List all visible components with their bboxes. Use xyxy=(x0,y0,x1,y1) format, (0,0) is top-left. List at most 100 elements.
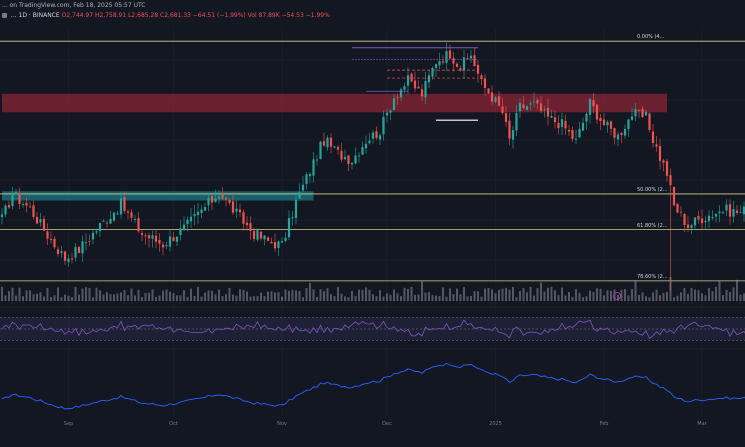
fib-level-label-0: 0.00% (4... xyxy=(637,34,665,41)
volume-bar xyxy=(4,295,7,301)
candle-body xyxy=(91,232,95,240)
candle-body xyxy=(641,108,644,117)
volume-bar xyxy=(81,288,84,301)
x-tick-label: Mar xyxy=(697,421,707,427)
volume-bar xyxy=(463,287,465,301)
volume-bar xyxy=(53,295,56,301)
candle-body xyxy=(182,224,186,230)
candle-body xyxy=(109,218,112,224)
candle-body xyxy=(126,211,130,213)
volume-bar xyxy=(701,293,703,301)
volume-bar xyxy=(715,286,717,301)
volume-bar xyxy=(162,290,164,301)
volume-bar xyxy=(512,286,514,301)
volume-bar xyxy=(634,279,637,301)
candle-body xyxy=(651,131,655,143)
volume-bar xyxy=(32,294,35,301)
volume-bar xyxy=(288,290,290,301)
candle-body xyxy=(284,237,287,241)
volume-bar xyxy=(123,289,126,301)
candle-body xyxy=(266,237,270,241)
candle-body xyxy=(119,198,123,215)
volume-bar xyxy=(351,291,353,301)
volume-bar xyxy=(148,292,150,301)
candle-body xyxy=(210,196,214,203)
candle-body xyxy=(224,198,228,200)
volume-bar xyxy=(613,289,616,301)
volume-bar xyxy=(298,291,301,301)
volume-bar xyxy=(480,296,483,301)
x-tick-label: 2025 xyxy=(489,421,502,427)
candle-body xyxy=(368,140,371,144)
volume-bar xyxy=(281,296,283,301)
volume-bar xyxy=(722,295,724,301)
candle-body xyxy=(469,55,473,59)
volume-bar xyxy=(218,289,220,301)
candle-body xyxy=(221,194,224,199)
candle-body xyxy=(683,214,686,226)
fib-level-label-2: 61.80% (2... xyxy=(637,222,668,229)
candle-body xyxy=(305,174,308,184)
volume-bar xyxy=(316,296,318,301)
candle-body xyxy=(385,112,389,116)
candle-body xyxy=(235,208,238,212)
volume-bar xyxy=(540,282,542,301)
candle-body xyxy=(165,245,168,247)
candle-body xyxy=(35,216,39,224)
volume-bar xyxy=(263,296,266,301)
volume-bar xyxy=(533,295,535,301)
candle-body xyxy=(123,197,126,211)
candle-body xyxy=(662,160,665,163)
candle-body xyxy=(130,212,133,218)
volume-bar xyxy=(393,289,395,301)
candle-body xyxy=(81,241,84,254)
volume-bar xyxy=(295,290,297,301)
fib-levels xyxy=(0,40,745,282)
candle-body xyxy=(543,109,546,110)
volume-bar xyxy=(151,289,154,301)
candle-body xyxy=(602,119,606,126)
candle-body xyxy=(690,225,693,228)
x-tick-label: Nov xyxy=(277,421,287,427)
candle-body xyxy=(67,258,70,263)
candle-body xyxy=(39,219,42,223)
candle-body xyxy=(406,75,410,86)
volume-bar xyxy=(550,286,553,301)
candle-body xyxy=(487,88,490,94)
candle-body xyxy=(298,192,301,199)
candle-body xyxy=(242,212,245,224)
candles xyxy=(0,42,745,292)
candle-body xyxy=(273,242,277,249)
candle-body xyxy=(207,197,210,206)
volume-bar xyxy=(519,291,521,301)
candle-body xyxy=(277,241,280,249)
candle-body xyxy=(501,106,504,113)
volume-bar xyxy=(736,279,738,301)
volume-bar xyxy=(319,289,322,301)
candle-body xyxy=(427,75,431,83)
volume-bar xyxy=(92,297,94,301)
volume-bar xyxy=(249,296,252,301)
candle-body xyxy=(413,80,417,89)
ohlc-readout: O2,744.97 H2,758.91 L2,685.28 C2,681.33 … xyxy=(61,12,246,19)
price-zones xyxy=(2,93,667,201)
candle-body xyxy=(175,236,179,242)
candle-body xyxy=(424,81,427,98)
candle-body xyxy=(588,99,592,115)
candle-body xyxy=(287,217,291,238)
candle-body xyxy=(420,89,424,97)
volume-bar xyxy=(109,294,112,301)
candle-body xyxy=(557,122,560,129)
volume-bar xyxy=(641,292,644,301)
candle-body xyxy=(480,75,483,80)
candle-body xyxy=(336,147,340,150)
candle-body xyxy=(375,131,378,138)
volume-bar xyxy=(617,294,619,301)
candle-body xyxy=(553,117,557,123)
volume-bar xyxy=(662,292,665,301)
candle-body xyxy=(4,205,7,215)
candle-body xyxy=(595,104,599,120)
volume-bar xyxy=(568,292,570,301)
candle-body xyxy=(490,92,494,102)
